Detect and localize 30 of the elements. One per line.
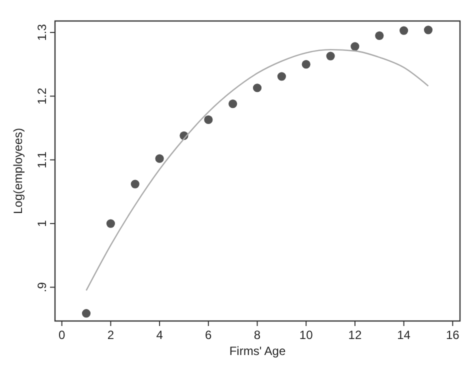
point [326, 52, 335, 60]
point [302, 60, 310, 69]
y-tick-label: 1 [35, 220, 49, 227]
x-tick-label: 0 [58, 328, 66, 342]
point [400, 26, 408, 35]
point [82, 309, 91, 318]
y-tick-label: .9 [35, 282, 49, 292]
point [424, 26, 433, 34]
x-tick-label: 14 [397, 328, 411, 342]
x-tick-label: 6 [205, 328, 212, 342]
point [155, 154, 164, 163]
x-tick-label: 10 [299, 328, 314, 342]
y-tick-label: 1.1 [35, 151, 49, 168]
x-axis-title: Firms' Age [229, 344, 286, 358]
point [130, 180, 140, 188]
x-tick-label: 16 [446, 328, 460, 342]
y-tick-label: 1.2 [35, 87, 49, 105]
point [252, 84, 262, 92]
y-tick-label: 1.3 [35, 24, 49, 41]
point [350, 42, 360, 51]
x-tick-label: 4 [156, 328, 164, 342]
point [375, 31, 384, 40]
x-tick-label: 12 [348, 328, 362, 342]
x-tick-label: 2 [107, 328, 114, 342]
x-tick-label: 8 [254, 328, 261, 342]
point [204, 115, 213, 124]
point [106, 219, 115, 228]
y-axis-title: Log(employees) [11, 128, 25, 214]
point [277, 72, 286, 81]
point [228, 100, 238, 108]
